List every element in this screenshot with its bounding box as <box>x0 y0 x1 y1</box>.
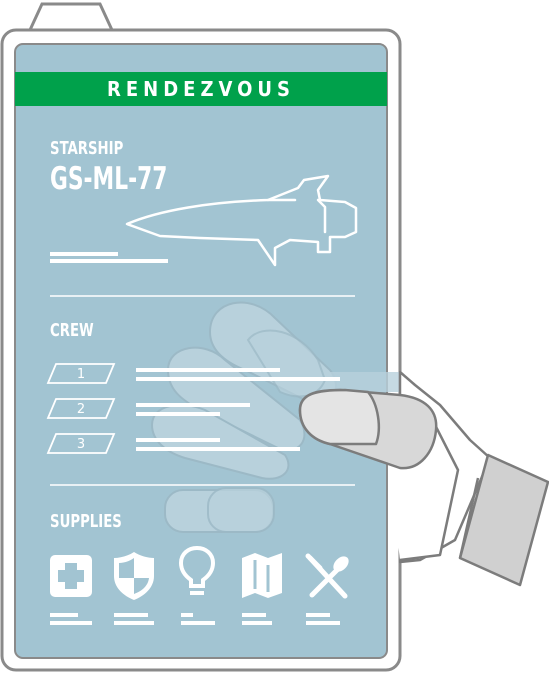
starship-label: STARSHIP <box>50 138 124 159</box>
card-title: RENDEZVOUS <box>107 77 295 101</box>
crew-bars <box>136 368 340 451</box>
tablet-tab <box>27 2 115 32</box>
starship-outline <box>125 174 358 267</box>
crew-slot-2[interactable]: 2 <box>76 401 86 417</box>
starship-stat-bar <box>50 259 168 263</box>
crew-slot-1[interactable]: 1 <box>76 366 86 382</box>
fork-spoon-icon <box>305 553 349 599</box>
supplies-bars <box>50 613 340 625</box>
map-icon <box>242 553 282 598</box>
crew-label: CREW <box>50 320 94 341</box>
medical-kit-icon <box>50 555 92 597</box>
lightbulb-icon <box>178 545 216 595</box>
starship-id: GS-ML-77 <box>50 161 168 197</box>
crew-slot-3[interactable]: 3 <box>76 436 86 452</box>
shield-icon <box>114 552 154 600</box>
title-banner <box>15 72 387 106</box>
glove-hand <box>298 370 549 587</box>
crew-slot-shapes <box>46 363 116 454</box>
supplies-label: SUPPLIES <box>50 511 122 532</box>
starship-stat-bar <box>50 252 118 256</box>
